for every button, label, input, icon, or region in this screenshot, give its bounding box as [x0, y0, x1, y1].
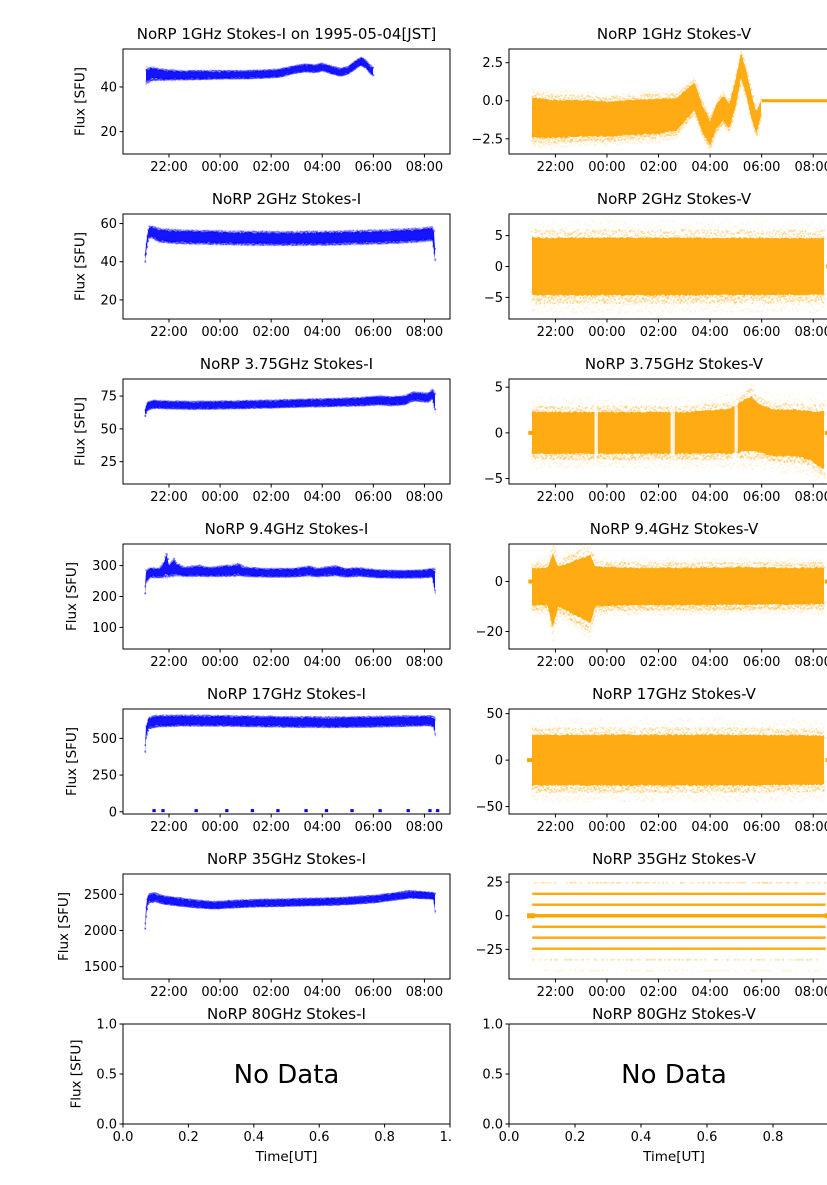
chart-title: NoRP 80GHz Stokes-V [592, 1005, 756, 1023]
chart-norp-80ghz-stokes-i [40, 1006, 453, 1185]
panel-norp-2ghz-stokes-i: NoRP 2GHz Stokes-I [40, 181, 453, 346]
chart-norp-9.4ghz-stokes-v [453, 511, 827, 676]
chart-norp-1ghz-stokes-v [453, 16, 827, 181]
chart-title: NoRP 9.4GHz Stokes-I [204, 520, 369, 538]
panel-norp-35ghz-stokes-i: NoRP 35GHz Stokes-I [40, 841, 453, 1006]
chart-title: NoRP 80GHz Stokes-I [207, 1005, 366, 1023]
panel-norp-1ghz-stokes-i: NoRP 1GHz Stokes-I on 1995-05-04[JST] [40, 16, 453, 181]
panel-norp-80ghz-stokes-i: NoRP 80GHz Stokes-I [40, 1006, 453, 1185]
chart-title: NoRP 1GHz Stokes-V [596, 25, 752, 43]
chart-norp-3.75ghz-stokes-v [453, 346, 827, 511]
chart-norp-2ghz-stokes-i [40, 181, 453, 346]
chart-title: NoRP 1GHz Stokes-I on 1995-05-04[JST] [136, 25, 437, 43]
panel-norp-2ghz-stokes-v: NoRP 2GHz Stokes-V [453, 181, 827, 346]
chart-title: NoRP 35GHz Stokes-V [592, 850, 756, 868]
chart-title: NoRP 2GHz Stokes-I [211, 190, 362, 208]
panel-norp-17ghz-stokes-v: NoRP 17GHz Stokes-V [453, 676, 827, 841]
panel-norp-3.75ghz-stokes-i: NoRP 3.75GHz Stokes-I [40, 346, 453, 511]
chart-norp-9.4ghz-stokes-i [40, 511, 453, 676]
panel-norp-35ghz-stokes-v: NoRP 35GHz Stokes-V [453, 841, 827, 1006]
panel-norp-9.4ghz-stokes-i: NoRP 9.4GHz Stokes-I [40, 511, 453, 676]
chart-title: NoRP 3.75GHz Stokes-I [199, 355, 374, 373]
panel-norp-9.4ghz-stokes-v: NoRP 9.4GHz Stokes-V [453, 511, 827, 676]
chart-norp-3.75ghz-stokes-i [40, 346, 453, 511]
chart-title: NoRP 17GHz Stokes-I [207, 685, 366, 703]
chart-title: NoRP 17GHz Stokes-V [592, 685, 756, 703]
chart-norp-17ghz-stokes-v [453, 676, 827, 841]
chart-norp-1ghz-stokes-i [40, 16, 453, 181]
chart-title: NoRP 35GHz Stokes-I [207, 850, 366, 868]
panel-norp-17ghz-stokes-i: NoRP 17GHz Stokes-I [40, 676, 453, 841]
chart-norp-80ghz-stokes-v [453, 1006, 827, 1185]
chart-norp-2ghz-stokes-v [453, 181, 827, 346]
chart-title: NoRP 9.4GHz Stokes-V [589, 520, 759, 538]
chart-norp-35ghz-stokes-v [453, 841, 827, 1006]
panel-norp-3.75ghz-stokes-v: NoRP 3.75GHz Stokes-V [453, 346, 827, 511]
panel-norp-1ghz-stokes-v: NoRP 1GHz Stokes-V [453, 16, 827, 181]
chart-norp-17ghz-stokes-i [40, 676, 453, 841]
chart-title: NoRP 2GHz Stokes-V [596, 190, 752, 208]
chart-title: NoRP 3.75GHz Stokes-V [584, 355, 764, 373]
chart-norp-35ghz-stokes-i [40, 841, 453, 1006]
panel-norp-80ghz-stokes-v: NoRP 80GHz Stokes-V [453, 1006, 827, 1185]
